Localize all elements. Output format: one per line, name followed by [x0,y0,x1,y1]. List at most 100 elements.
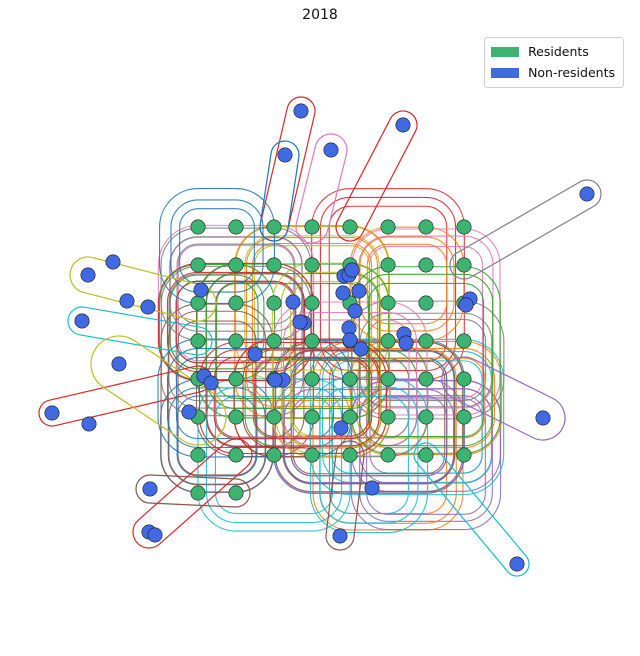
non-resident-node [105,254,121,270]
membership-hull [170,199,264,293]
non-resident-node [80,267,96,283]
non-resident-node [333,420,349,436]
chart-title: 2018 [302,7,338,23]
resident-node [380,371,396,387]
resident-node [266,295,282,311]
membership-hull-layer [38,96,602,577]
resident-node [190,257,206,273]
non-resident-node [579,186,595,202]
resident-node [342,219,358,235]
non-resident-node [347,303,363,319]
non-resident-node [277,147,293,163]
non-resident-node [509,556,525,572]
resident-node [342,447,358,463]
non-resident-node [203,375,219,391]
non-resident-node [111,356,127,372]
non-resident-node [181,404,197,420]
membership-hull [366,243,448,325]
non-resident-node [332,528,348,544]
non-resident-node [398,335,414,351]
membership-hull [213,356,373,440]
resident-node [342,371,358,387]
resident-node [342,409,358,425]
resident-node [190,333,206,349]
non-resident-node [535,410,551,426]
resident-node [456,409,472,425]
membership-hull [179,208,255,284]
resident-node [304,219,320,235]
resident-node [228,257,244,273]
resident-node [456,257,472,273]
non-resident-node [292,314,308,330]
resident-node [418,333,434,349]
resident-node [304,295,320,311]
resident-node [380,295,396,311]
resident-node [380,333,396,349]
non-resident-node [395,117,411,133]
resident-node [266,257,282,273]
non-resident-node [353,341,369,357]
resident-node [418,447,434,463]
resident-node [418,257,434,273]
legend: Residents Non-residents [484,37,624,88]
resident-node [456,371,472,387]
non-resident-node [140,299,156,315]
resident-node [266,447,282,463]
resident-node [380,447,396,463]
non-resident-node [351,283,367,299]
non-residents-swatch [491,67,520,78]
non-resident-node [293,103,309,119]
resident-node [266,219,282,235]
membership-hull [366,357,486,439]
resident-node [380,219,396,235]
resident-node [418,219,434,235]
membership-hull [271,262,391,458]
non-resident-node [74,313,90,329]
resident-node [228,409,244,425]
resident-node [418,295,434,311]
membership-hull [325,440,365,551]
resident-node [380,257,396,273]
membership-hull [366,395,486,515]
resident-node [190,447,206,463]
non-resident-node [323,142,339,158]
resident-node [190,219,206,235]
resident-node [456,333,472,349]
resident-node [228,447,244,463]
resident-node [266,409,282,425]
resident-node [456,447,472,463]
membership-hull [319,386,419,524]
legend-label-non-residents: Non-residents [528,65,615,80]
membership-hull [67,306,213,356]
membership-hull [358,273,494,447]
legend-item-non-residents: Non-residents [491,62,615,83]
non-resident-node [285,294,301,310]
resident-node [228,485,244,501]
membership-hull [449,179,602,280]
membership-hull [90,335,227,446]
legend-item-residents: Residents [491,41,615,62]
resident-node [304,257,320,273]
resident-node [304,447,320,463]
resident-node [190,485,206,501]
non-resident-node [267,372,283,388]
resident-node-layer [190,219,472,501]
resident-node [304,371,320,387]
resident-node [228,371,244,387]
non-resident-node [342,332,358,348]
non-resident-node [81,416,97,432]
membership-hull [176,243,296,325]
resident-node [228,219,244,235]
non-resident-node [147,527,163,543]
resident-node [228,333,244,349]
membership-hull [413,442,530,577]
non-resident-node [458,297,474,313]
non-resident-node [344,262,360,278]
non-resident-node [119,293,135,309]
non-resident-node [44,405,60,421]
membership-hull [292,359,446,475]
non-resident-node [142,481,158,497]
membership-hull [198,341,388,455]
resident-node [228,295,244,311]
